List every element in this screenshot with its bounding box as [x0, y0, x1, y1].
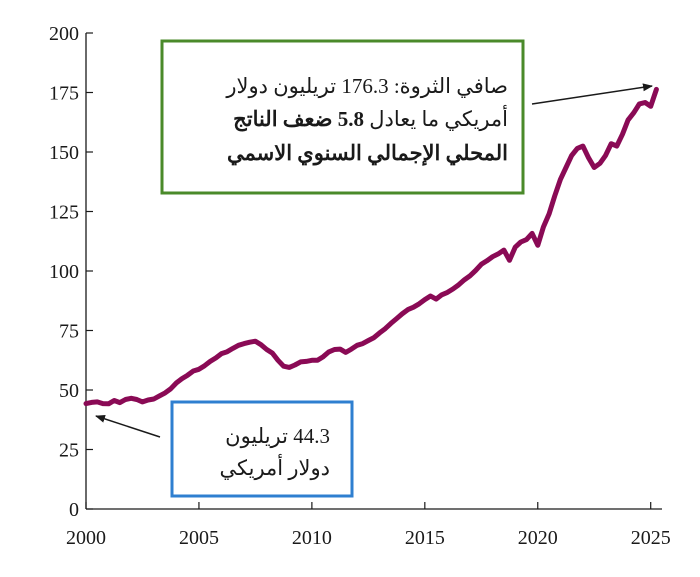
y-axis-ticks: 0 25 50 75 100 125 150 175 200	[49, 23, 93, 521]
y-tick-label: 25	[59, 440, 79, 462]
x-tick-label: 2000	[66, 527, 106, 549]
annotation-box-blue	[170, 400, 354, 498]
annotation-blue-arrow	[95, 415, 161, 438]
annotation-green-line-2: أمريكي ما يعادل 5.8 ضعف الناتج	[233, 104, 508, 132]
x-tick-label: 2025	[631, 527, 671, 549]
x-tick-label: 2010	[292, 527, 332, 549]
annotation-blue-line-1: 44.3 تريليون	[225, 424, 330, 449]
y-tick-label: 200	[49, 23, 79, 45]
y-tick-label: 50	[59, 380, 79, 402]
y-tick-label: 125	[49, 202, 79, 224]
annotation-green-line-1: صافي الثروة: 176.3 تريليون دولار	[225, 74, 508, 99]
annotation-green-arrow	[531, 83, 653, 105]
x-tick-label: 2020	[518, 527, 558, 549]
annotation-green: صافي الثروة: 176.3 تريليون دولار أمريكي …	[160, 39, 653, 195]
y-tick-label: 150	[49, 142, 79, 164]
annotation-box-green	[160, 39, 525, 195]
annotation-green-line-3: المحلي الإجمالي السنوي الاسمي	[227, 141, 508, 166]
y-tick-label: 0	[69, 499, 79, 521]
y-tick-label: 175	[49, 83, 79, 105]
x-tick-label: 2015	[405, 527, 445, 549]
annotation-blue-line-2: دولار أمريكي	[220, 453, 330, 481]
annotation-blue: 44.3 تريليون دولار أمريكي	[95, 400, 354, 498]
y-tick-label: 100	[49, 261, 79, 283]
y-tick-label: 75	[59, 321, 79, 343]
series-line-net-worth	[83, 86, 659, 407]
x-tick-label: 2005	[179, 527, 219, 549]
